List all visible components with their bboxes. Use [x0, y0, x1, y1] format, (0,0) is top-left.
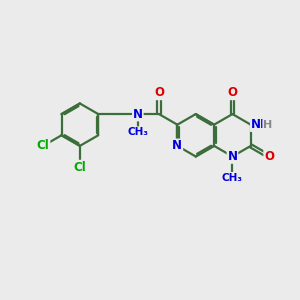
Text: Cl: Cl — [74, 160, 86, 174]
Text: NH: NH — [251, 118, 271, 131]
Text: Cl: Cl — [37, 140, 50, 152]
Text: O: O — [264, 150, 274, 163]
Text: O: O — [227, 86, 237, 99]
Text: N: N — [227, 150, 237, 163]
Text: N: N — [172, 140, 182, 152]
Text: CH₃: CH₃ — [222, 173, 243, 183]
Text: H: H — [263, 120, 272, 130]
Text: O: O — [154, 86, 164, 99]
Text: CH₃: CH₃ — [127, 127, 148, 137]
Text: N: N — [133, 108, 143, 121]
